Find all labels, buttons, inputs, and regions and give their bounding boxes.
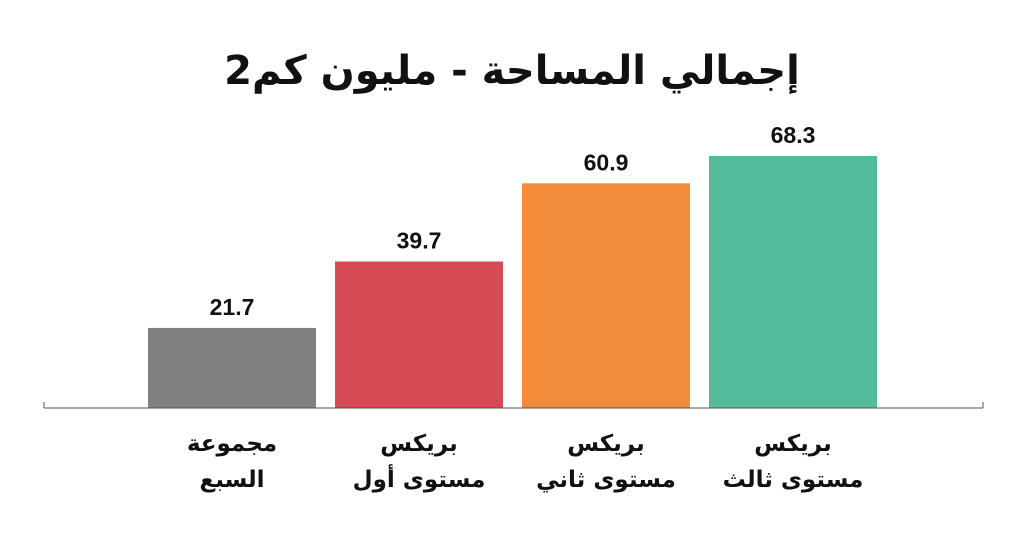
category-label-1-line-1: مجموعة <box>187 431 277 457</box>
value-labels-group: 21.7 39.7 60.9 68.3 <box>210 122 816 320</box>
chart-title: إجمالي المساحة - مليون كم2 <box>224 48 800 94</box>
category-label-2-line-1: بريكس <box>380 431 457 457</box>
category-label-4-line-1: بريكس <box>754 431 831 457</box>
bar-2 <box>335 261 503 408</box>
category-label-1-line-2: السبع <box>199 467 264 493</box>
bar-1 <box>148 327 316 408</box>
bar-4 <box>709 156 877 408</box>
bar-3 <box>522 183 690 408</box>
category-label-4-line-2: مستوى ثالث <box>723 467 864 493</box>
category-label-3-line-1: بريكس <box>567 431 644 457</box>
bars-group <box>148 156 877 408</box>
category-label-2-line-2: مستوى أول <box>353 463 486 493</box>
value-label-1: 21.7 <box>210 294 255 320</box>
category-labels-group: مجموعة السبع بريكس مستوى أول بريكس مستوى ثاني… <box>187 431 864 493</box>
value-label-4: 68.3 <box>771 122 816 148</box>
value-label-3: 60.9 <box>584 149 629 175</box>
value-label-2: 39.7 <box>397 228 442 254</box>
category-label-3-line-2: مستوى ثاني <box>536 467 676 493</box>
